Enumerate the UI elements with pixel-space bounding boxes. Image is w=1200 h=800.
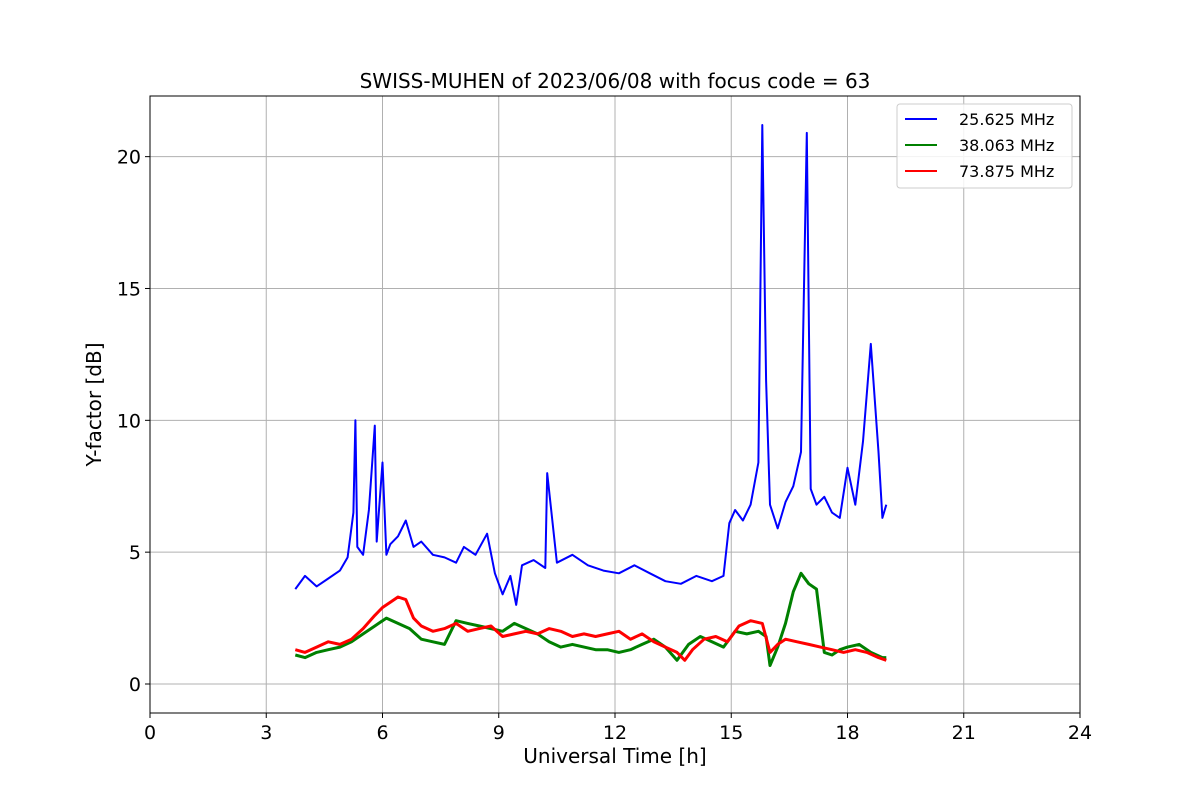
- legend: 25.625 MHz 38.063 MHz 73.875 MHz: [896, 103, 1073, 189]
- y-tick-label: 20: [117, 147, 141, 169]
- x-tick-label: 18: [835, 722, 859, 744]
- axis-ticks: 0 3 6 9 12 15 18 21 24 0 5 10 15 20: [117, 147, 1092, 744]
- x-tick-label: 15: [719, 722, 743, 744]
- y-axis-label: Y-factor [dB]: [82, 342, 106, 467]
- y-tick-label: 15: [117, 278, 141, 300]
- legend-entry-label: 38.063 MHz: [959, 136, 1054, 155]
- series-lines: [294, 124, 888, 667]
- x-axis-label: Universal Time [h]: [523, 744, 706, 768]
- y-tick-label: 0: [129, 674, 141, 696]
- x-tick-label: 24: [1068, 722, 1092, 744]
- y-tick-label: 5: [129, 542, 141, 564]
- x-tick-label: 3: [260, 722, 272, 744]
- x-tick-label: 12: [603, 722, 627, 744]
- chart-title: SWISS-MUHEN of 2023/06/08 with focus cod…: [360, 69, 871, 93]
- legend-entry-label: 25.625 MHz: [959, 110, 1054, 129]
- series-line-1: [294, 124, 888, 606]
- series-line-2: [294, 571, 887, 667]
- x-tick-label: 9: [493, 722, 505, 744]
- y-tick-label: 10: [117, 410, 141, 432]
- series-line-3: [294, 595, 887, 662]
- x-tick-label: 0: [144, 722, 156, 744]
- legend-box: [896, 103, 1073, 189]
- x-tick-label: 6: [376, 722, 388, 744]
- legend-entry-label: 73.875 MHz: [959, 162, 1054, 181]
- x-tick-label: 21: [952, 722, 976, 744]
